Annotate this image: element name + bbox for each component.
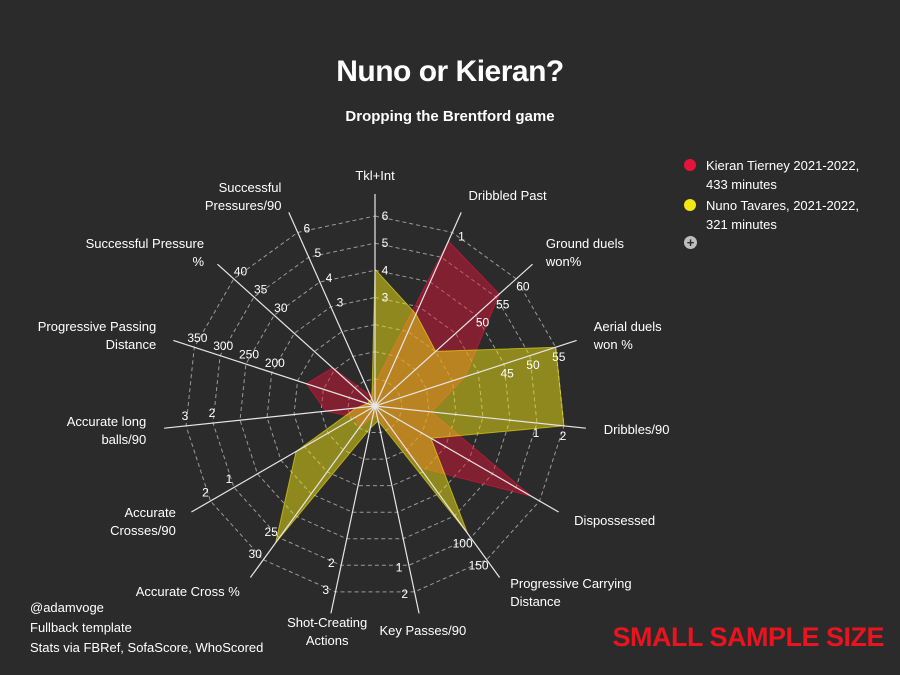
tick-label: 2 [202,485,209,499]
tick-label: 250 [239,348,259,362]
legend-item-tierney[interactable]: Kieran Tierney 2021-2022, 433 minutes [684,156,864,194]
axis-line [164,405,376,429]
sample-size-warning: SMALL SAMPLE SIZE [612,622,884,652]
tick-label: 200 [265,356,285,370]
tick-label: 5 [315,246,322,260]
axis-label: Successful Pressures/90 [205,180,282,213]
tick-label: 55 [552,350,566,364]
tick-label: 3 [337,296,344,310]
axis-line [374,339,577,407]
tick-label: 2 [560,429,567,443]
axis-line [330,405,376,614]
axis-label: Accurate long balls/90 [67,414,147,447]
tick-label: 30 [249,547,263,561]
axis-line [173,339,376,407]
axis-line [374,405,501,578]
tick-label: 150 [469,559,489,573]
grid-ring [239,269,511,540]
tick-label: 6 [382,209,389,223]
axis-label: Dribbles/90 [604,422,670,437]
tick-label: 30 [274,301,288,315]
legend-label-tierney: Kieran Tierney 2021-2022, 433 minutes [706,158,860,192]
tick-label: 2 [328,556,335,570]
tick-label: 40 [234,264,248,278]
axis-label: Accurate Cross % [136,584,240,599]
legend-item-tavares[interactable]: Nuno Tavares, 2021-2022, 321 minutes [684,196,864,234]
tick-label: 1 [226,472,233,486]
chart-subtitle: Dropping the Brentford game [345,108,555,125]
tick-label: 100 [453,537,473,551]
tick-label: 5 [382,236,389,250]
tick-label: 35 [254,283,268,297]
tick-label: 350 [187,331,207,345]
tick-label: 55 [496,297,510,311]
axis-label: Tkl+Int [355,168,395,183]
tick-label: 1 [458,229,465,243]
credit-author: @adamvoge [30,600,104,615]
tick-label: 60 [516,279,530,293]
axis-label: Aerial duels won % [593,319,662,352]
tick-label: 4 [326,271,333,285]
series-area-tavares [275,267,565,544]
axis-label: Progressive Passing Distance [38,319,157,352]
axis-line [374,405,586,429]
axis-line [374,212,462,407]
tick-label: 2 [209,406,216,420]
axis-line [191,405,376,513]
axis-label: Key Passes/90 [379,623,466,638]
tick-label: 6 [304,221,311,235]
axis-label: Ground duels won% [545,236,625,269]
axis-line [217,263,376,407]
tick-label: 25 [265,525,279,539]
grid-ring [212,242,538,566]
legend-swatch-tavares [684,199,696,211]
chart-title: Nuno or Kieran? [336,55,564,88]
axis-label: Accurate Crosses/90 [110,505,176,538]
tick-label: 1 [533,426,540,440]
plus-circle-icon[interactable]: + [684,236,697,249]
axis-line [374,263,533,407]
tick-label: 4 [382,263,389,277]
axis-line [249,405,376,578]
credit-template: Fullback template [30,620,132,635]
legend-swatch-tierney [684,159,696,171]
tick-label: 3 [322,583,329,597]
tick-label: 45 [500,367,514,381]
axis-line [288,212,376,407]
axis-label: Dispossessed [574,513,655,528]
grid-ring [185,215,565,593]
tick-label: 2 [401,587,408,601]
tick-label: 300 [213,339,233,353]
credit-source: Stats via FBRef, SofaScore, WhoScored [30,640,264,655]
axis-label: Shot-Creating Actions [287,615,367,648]
tick-label: 50 [526,358,540,372]
tick-label: 3 [382,290,389,304]
tick-label: 1 [396,560,403,574]
axis-line [374,405,559,513]
axis-label: Successful Pressure% [86,236,205,269]
credits: @adamvoge Fullback template Stats via FB… [30,598,263,658]
axis-line [374,405,420,614]
legend: Kieran Tierney 2021-2022, 433 minutes Nu… [684,156,864,249]
axis-label: Dribbled Past [469,188,547,203]
axis-label: Progressive Carrying Distance [510,576,631,609]
tick-label: 50 [476,316,490,330]
tick-label: 3 [182,409,189,423]
legend-label-tavares: Nuno Tavares, 2021-2022, 321 minutes [706,198,859,232]
